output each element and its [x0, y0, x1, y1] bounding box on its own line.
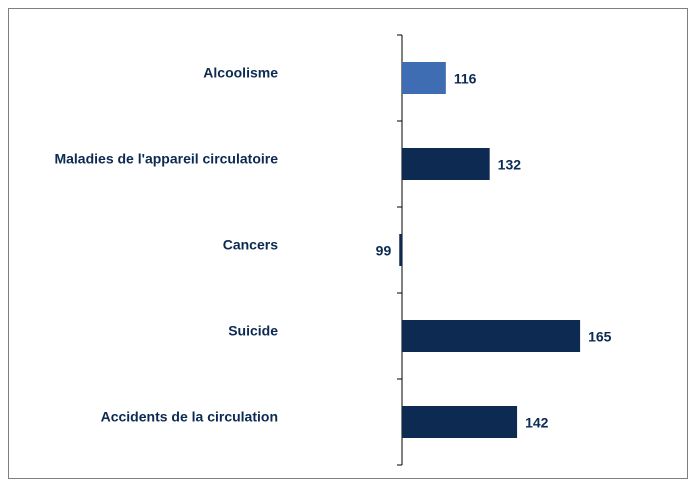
bar: [402, 62, 446, 94]
bar: [402, 406, 518, 438]
category-label: Alcoolisme: [203, 65, 278, 81]
value-label: 99: [376, 243, 392, 259]
value-label: 142: [525, 415, 549, 431]
category-label: Suicide: [228, 323, 278, 339]
bar: [402, 320, 581, 352]
category-label: Cancers: [223, 237, 278, 253]
value-label: 165: [588, 329, 612, 345]
value-label: 116: [454, 71, 477, 87]
value-label: 132: [498, 157, 522, 173]
bar: [402, 148, 490, 180]
bar: [399, 234, 402, 266]
chart-border: [8, 8, 688, 479]
category-label: Accidents de la circulation: [101, 409, 278, 425]
category-label: Maladies de l'appareil circulatoire: [54, 151, 278, 167]
